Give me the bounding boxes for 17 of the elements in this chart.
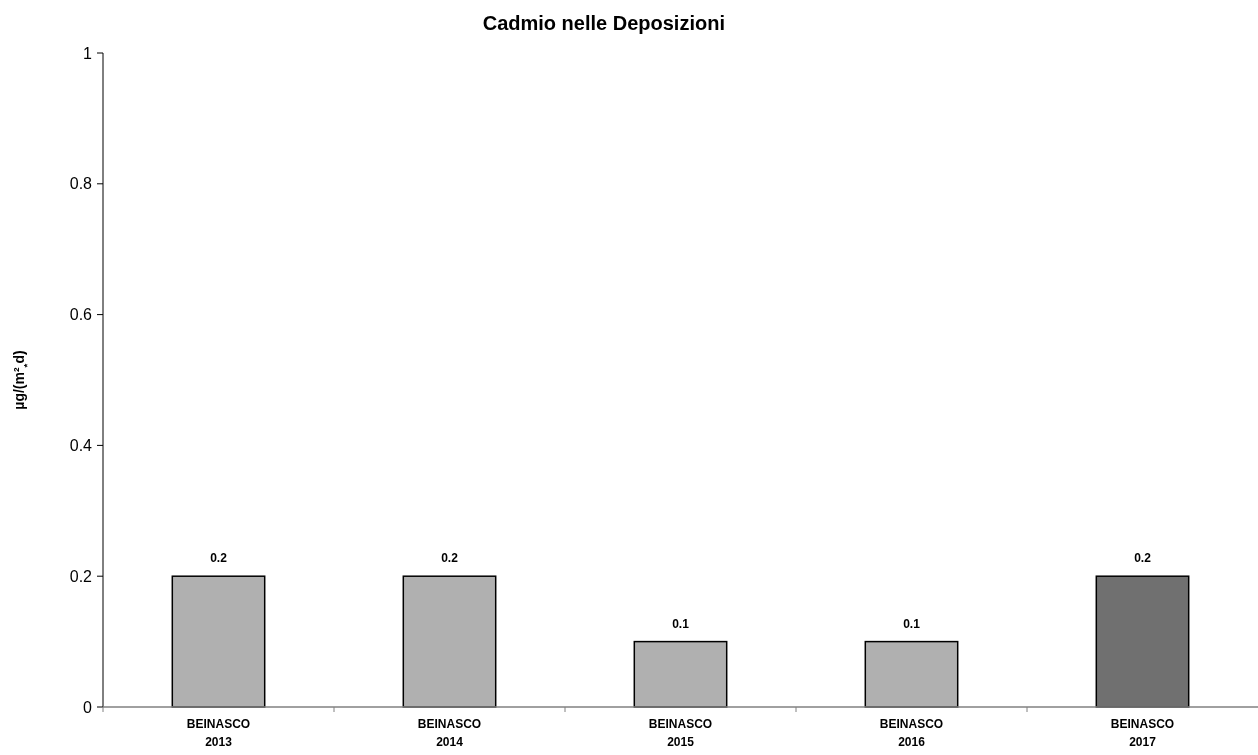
y-tick-label: 0.8 [69,175,93,193]
data-label: 0.1 [903,616,921,631]
x-tick-label: BEINASCO 2017 [1110,717,1175,749]
data-label: 0.2 [441,551,459,566]
x-tick-label: BEINASCO 2013 [186,717,251,749]
y-tick-label: 0 [83,698,93,716]
y-tick-label: 0.6 [69,306,93,324]
x-tick-label: BEINASCO 2015 [648,717,713,749]
data-label: 0.1 [672,616,690,631]
data-label: 0.2 [210,551,228,566]
x-tick-label: BEINASCO 2016 [879,717,944,749]
y-tick-label: 0.4 [69,437,93,454]
data-label: 0.2 [1134,551,1152,566]
y-tick-label: 1 [83,44,93,62]
x-tick-label: BEINASCO 2014 [417,717,482,749]
chart-title: Cadmio nelle Deposizioni [482,12,725,34]
y-tick-label: 0.2 [69,567,93,585]
